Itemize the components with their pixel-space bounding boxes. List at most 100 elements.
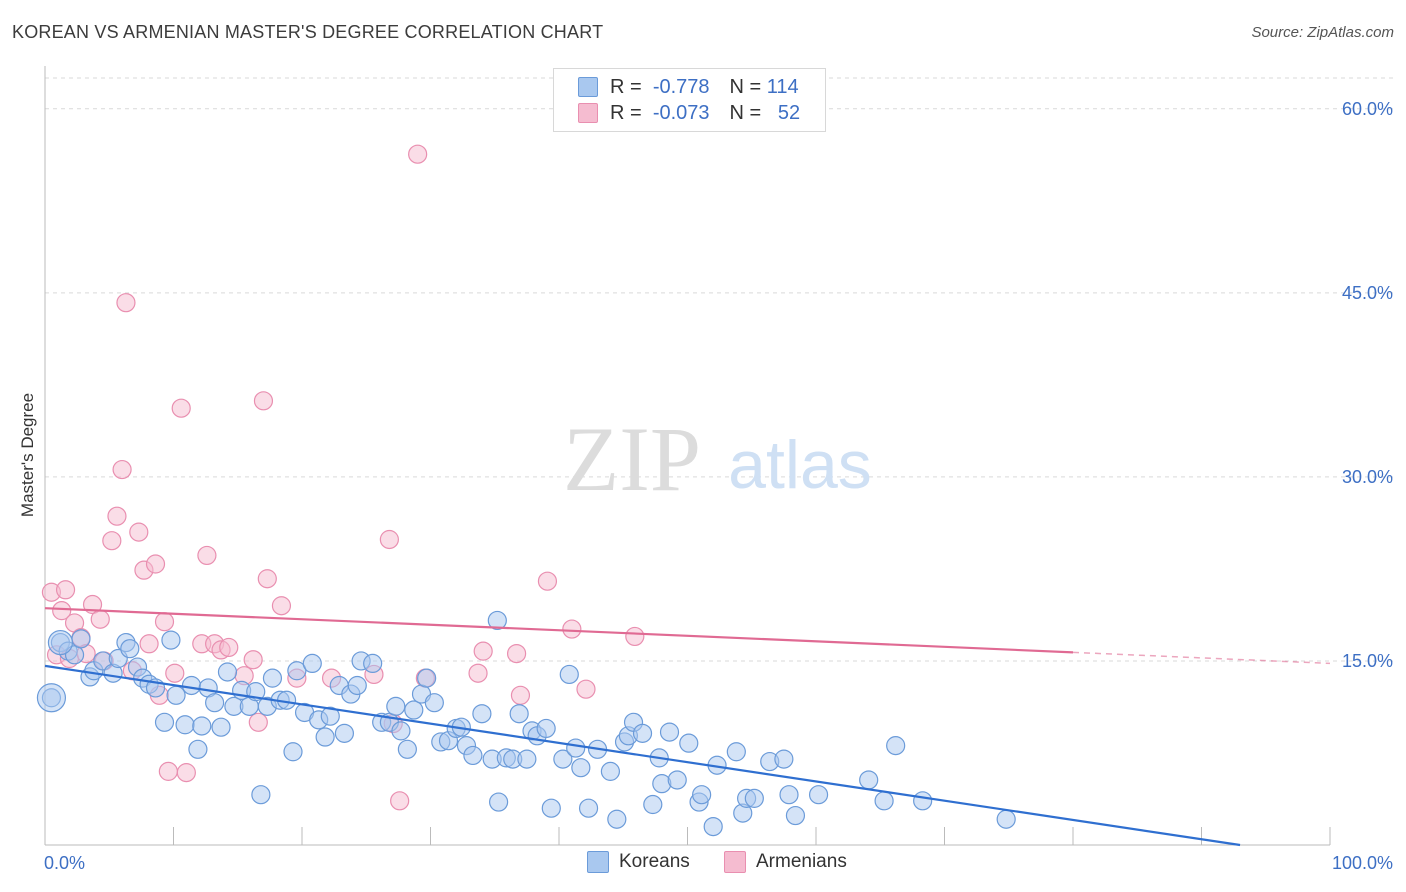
armenian-point [139, 634, 159, 654]
korean-point [659, 722, 680, 742]
korean-point [166, 685, 186, 705]
korean-point [643, 794, 663, 815]
armenian-point [55, 580, 76, 600]
correlation-legend: R = -0.778 N = 114 R = -0.073 N = 52 [553, 68, 826, 132]
armenians-legend-label: Armenians [756, 851, 847, 872]
korean-point [391, 721, 411, 741]
legend-row-armenians: R = -0.073 N = 52 [578, 101, 800, 125]
korean-point [874, 791, 894, 811]
korean-point [487, 610, 507, 631]
legend-r-value: -0.073 [652, 101, 710, 124]
axes [44, 66, 1331, 846]
legend-r-value: -0.778 [652, 75, 710, 98]
korean-point [559, 664, 579, 685]
armenian-point [90, 609, 110, 629]
korean-point-large [36, 683, 67, 713]
legend-r-label: R = [610, 101, 642, 124]
korean-point [417, 668, 437, 688]
armenian-point [271, 596, 292, 616]
korean-point [632, 723, 653, 743]
armenian-point [562, 619, 582, 639]
armenian-point [506, 643, 527, 664]
legend-n-value: 114 [766, 75, 799, 98]
korean-point [489, 792, 509, 812]
legend-item-armenians[interactable]: Armenians [724, 851, 847, 873]
korean-point [667, 770, 687, 790]
korean-point [181, 675, 202, 696]
korean-point [779, 785, 799, 805]
korean-point [541, 798, 561, 818]
korean-point [600, 761, 621, 781]
korean-point [397, 739, 417, 759]
korean-point [302, 653, 322, 674]
korean-point [774, 749, 794, 769]
armenians-legend-swatch [724, 851, 746, 873]
armenian-point [473, 641, 493, 661]
korean-point [211, 717, 231, 737]
armenian-point [145, 554, 166, 574]
gridlines [45, 77, 1395, 662]
korean-point [536, 718, 556, 739]
armenian-point [257, 569, 277, 589]
korean-point [726, 742, 746, 762]
korean-point [334, 723, 355, 743]
korean-point [859, 770, 879, 790]
korean-point [161, 630, 181, 650]
korean-point [703, 816, 723, 837]
korean-point [996, 809, 1016, 829]
armenian-point [176, 763, 196, 783]
armenian-point [253, 391, 274, 411]
armenian-point [243, 650, 263, 670]
armenian-point [197, 545, 217, 566]
armenian-point [219, 637, 239, 658]
korean-point [175, 715, 195, 735]
armenian-point [510, 685, 531, 705]
korean-point [205, 693, 225, 713]
korean-point [692, 785, 712, 805]
korean-point [785, 805, 806, 826]
korean-point [886, 736, 906, 756]
korean-point [287, 661, 307, 681]
legend-n-label: N = [729, 101, 762, 124]
korean-point [262, 668, 283, 688]
legend-n-label: N = [729, 75, 762, 98]
y-tick-label: 45.0% [1342, 283, 1393, 303]
armenian-point [379, 529, 399, 550]
korean-point [188, 739, 208, 759]
armenian-point [248, 712, 268, 732]
watermark: ZIP atlas [563, 408, 872, 510]
armenian-point [129, 522, 149, 542]
korean-point [315, 727, 335, 747]
korean-point [320, 706, 340, 726]
y-tick-label: 60.0% [1342, 99, 1393, 119]
armenian-point [52, 601, 72, 621]
korean-point [283, 742, 303, 762]
armenian-point [576, 679, 596, 699]
legend-r-label: R = [610, 75, 642, 98]
korean-point [571, 758, 591, 778]
armenian-point [102, 531, 122, 551]
series-legend: Koreans Armenians [0, 851, 1406, 877]
legend-item-koreans[interactable]: Koreans [587, 851, 690, 873]
korean-point [404, 700, 424, 720]
korean-point [679, 733, 699, 753]
source-label: Source: ZipAtlas.com [1251, 24, 1394, 41]
korean-point-large [47, 629, 74, 656]
armenian-point [165, 663, 185, 683]
koreans-legend-label: Koreans [619, 851, 690, 872]
koreans-trend-line [44, 664, 1241, 847]
korean-point [472, 704, 492, 724]
watermark-zip: ZIP [563, 408, 701, 510]
armenians-trend-extension [1072, 651, 1331, 665]
koreans-swatch [578, 77, 598, 97]
korean-point [553, 749, 573, 769]
tick-labels: 15.0% 30.0% 45.0% 60.0% 0.0% 100.0% [44, 99, 1393, 873]
armenians-swatch [578, 103, 598, 123]
korean-point [120, 639, 140, 659]
korean-point [566, 738, 586, 758]
korean-point [192, 716, 212, 736]
chart-title: KOREAN VS ARMENIAN MASTER'S DEGREE CORRE… [12, 22, 604, 42]
korean-point [424, 693, 444, 713]
armenian-point [116, 293, 136, 313]
